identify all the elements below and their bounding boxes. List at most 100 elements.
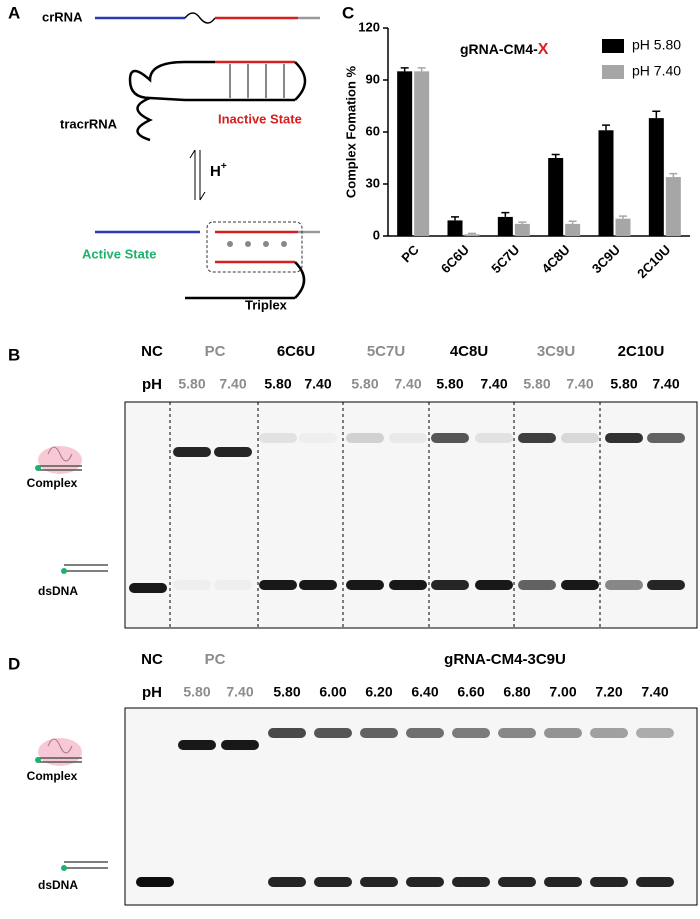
gel-band bbox=[360, 728, 398, 738]
ph-label: pH bbox=[142, 376, 162, 393]
gel bbox=[124, 401, 698, 629]
label: tracrRNA bbox=[60, 116, 118, 131]
legend-swatch bbox=[602, 39, 624, 53]
gel-band bbox=[406, 877, 444, 887]
error-bar bbox=[551, 153, 560, 158]
gel-band bbox=[431, 580, 469, 590]
legend-label: pH 7.40 bbox=[632, 63, 681, 79]
gel-band bbox=[214, 580, 252, 590]
lane-label: gRNA-CM4-3C9U bbox=[444, 651, 566, 668]
ph-value: 7.40 bbox=[304, 376, 331, 392]
label: dsDNA bbox=[38, 584, 78, 598]
ph-value: 5.80 bbox=[264, 376, 291, 392]
label: Inactive State bbox=[218, 111, 302, 126]
bar bbox=[648, 118, 664, 236]
lane-label: 6C6U bbox=[277, 343, 315, 360]
gel-band bbox=[498, 877, 536, 887]
gel-band bbox=[268, 728, 306, 738]
ph-value: 6.40 bbox=[411, 684, 438, 700]
gel-band bbox=[605, 580, 643, 590]
ph-label: pH bbox=[142, 684, 162, 701]
gel-band bbox=[173, 580, 211, 590]
y-tick-label: 60 bbox=[366, 123, 380, 138]
gel-band bbox=[431, 433, 469, 443]
gel-band bbox=[590, 728, 628, 738]
bar bbox=[514, 223, 530, 236]
y-tick-label: 30 bbox=[366, 175, 380, 190]
lane-label: 5C7U bbox=[367, 343, 405, 360]
gel-band bbox=[452, 877, 490, 887]
y-tick-label: 90 bbox=[366, 71, 380, 86]
gel-band bbox=[214, 447, 252, 457]
ph-value: 7.40 bbox=[566, 376, 593, 392]
error-bar bbox=[619, 215, 627, 219]
error-bar bbox=[400, 67, 409, 72]
gel-band bbox=[475, 580, 513, 590]
ph-value: 6.20 bbox=[365, 684, 392, 700]
ph-value: 6.80 bbox=[503, 684, 530, 700]
gel-band bbox=[360, 877, 398, 887]
bar bbox=[548, 158, 564, 236]
error-bar bbox=[602, 124, 610, 131]
gel-band bbox=[561, 580, 599, 590]
gel-band bbox=[129, 583, 167, 593]
gel-band bbox=[647, 580, 685, 590]
gel-band bbox=[136, 877, 174, 887]
icon bbox=[60, 564, 109, 575]
lane-label: NC bbox=[141, 343, 163, 360]
ph-value: 6.00 bbox=[319, 684, 346, 700]
panel-label: C bbox=[342, 3, 354, 22]
label: crRNA bbox=[42, 9, 83, 24]
gel-band bbox=[389, 433, 427, 443]
lane-label: PC bbox=[205, 651, 226, 668]
error-bar bbox=[451, 216, 459, 221]
lane-label: NC bbox=[141, 651, 163, 668]
x-tick-label: 3C9U bbox=[589, 242, 623, 276]
panel-label: B bbox=[8, 345, 20, 364]
label: Complex bbox=[27, 476, 78, 490]
ph-value: 6.60 bbox=[457, 684, 484, 700]
gel-band bbox=[647, 433, 685, 443]
gel-band bbox=[590, 877, 628, 887]
ph-value: 7.40 bbox=[480, 376, 507, 392]
x-tick-label: PC bbox=[398, 242, 422, 266]
bar bbox=[414, 71, 430, 236]
ph-value: 7.20 bbox=[595, 684, 622, 700]
gel-band bbox=[544, 728, 582, 738]
gel-band bbox=[561, 433, 599, 443]
ph-value: 7.40 bbox=[394, 376, 421, 392]
lane-label: PC bbox=[205, 343, 226, 360]
annotation: gRNA-CM4-X bbox=[460, 41, 549, 59]
error-bar bbox=[669, 172, 678, 178]
bar bbox=[598, 130, 614, 236]
bar bbox=[565, 223, 581, 236]
bar bbox=[665, 177, 681, 236]
label: Complex bbox=[27, 769, 78, 783]
gel-band bbox=[346, 580, 384, 590]
lane-label: 4C8U bbox=[450, 343, 488, 360]
gel-band bbox=[452, 728, 490, 738]
error-bar bbox=[468, 232, 476, 235]
gel-band bbox=[299, 433, 337, 443]
bar bbox=[447, 220, 463, 236]
gel-band bbox=[389, 580, 427, 590]
gel-band bbox=[346, 433, 384, 443]
bar bbox=[497, 216, 513, 236]
x-tick-label: 2C10U bbox=[634, 242, 673, 281]
ph-value: 5.80 bbox=[351, 376, 378, 392]
panel-label: D bbox=[8, 654, 20, 673]
gel-band bbox=[178, 740, 216, 750]
x-tick-label: 4C8U bbox=[539, 242, 573, 276]
gel-band bbox=[544, 877, 582, 887]
ph-value: 7.40 bbox=[219, 376, 246, 392]
x-tick-label: 5C7U bbox=[488, 242, 522, 276]
icon bbox=[34, 737, 83, 767]
legend-swatch bbox=[602, 65, 624, 79]
ph-value: 7.40 bbox=[652, 376, 679, 392]
error-bar bbox=[568, 220, 577, 224]
ph-value: 5.80 bbox=[610, 376, 637, 392]
y-axis-label: Complex Fomation % bbox=[343, 65, 358, 198]
gel-band bbox=[518, 580, 556, 590]
ph-value: 7.40 bbox=[641, 684, 668, 700]
ph-value: 5.80 bbox=[178, 376, 205, 392]
